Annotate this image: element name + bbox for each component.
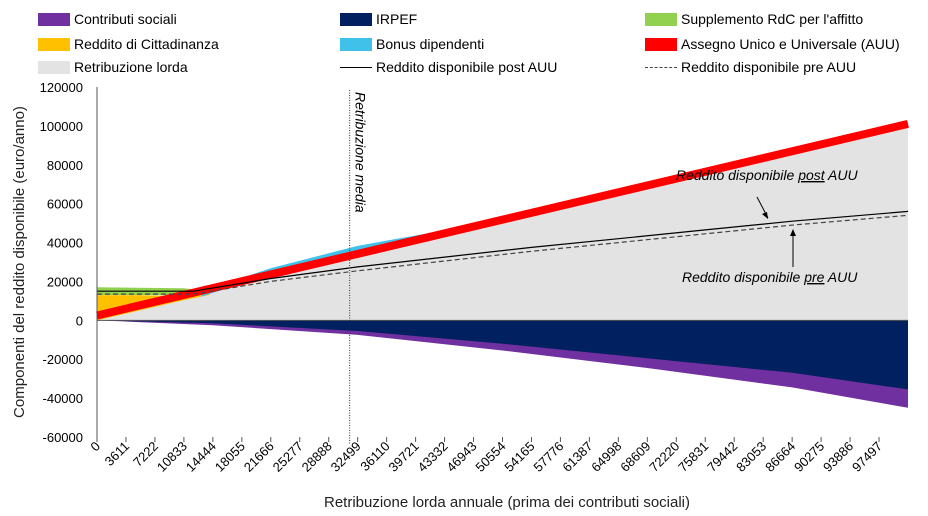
y-tick-label: 40000 <box>47 236 83 251</box>
legend-item-rdc_affitto: Supplemento RdC per l'affitto <box>645 10 863 28</box>
x-tick-label: 97497 <box>849 439 885 475</box>
legend-label-rdc: Reddito di Cittadinanza <box>74 36 219 52</box>
annotation-post-auu-part2: post <box>797 167 826 183</box>
x-tick-label: 72220 <box>646 439 682 475</box>
annotation-retribuzione-media: Retribuzione media <box>353 92 369 213</box>
y-tick-label: 0 <box>76 313 83 328</box>
x-tick-label: 10833 <box>154 439 190 475</box>
x-tick-label: 50554 <box>472 439 508 475</box>
annotation-layer: Retribuzione media Reddito disponibile po… <box>349 90 858 445</box>
legend-item-auu: Assegno Unico e Universale (AUU) <box>645 35 900 53</box>
area-reddito-di-cittadinanza <box>97 293 210 321</box>
legend-item-irpef: IRPEF <box>340 10 417 28</box>
x-tick-label: 39721 <box>386 439 422 475</box>
legend-swatch-irpef <box>340 12 372 26</box>
legend-swatch-rdc <box>38 37 70 51</box>
y-tick-label: 60000 <box>47 197 83 212</box>
area-assegno-unico <box>96 120 909 320</box>
line-reddito-pre-auu <box>97 214 909 295</box>
legend-item-lorda: Retribuzione lorda <box>38 58 188 76</box>
x-tick-label: 93886 <box>820 439 856 475</box>
legend-item-contrib: Contributi sociali <box>38 10 177 28</box>
legend-label-lorda: Retribuzione lorda <box>74 59 188 75</box>
legend-label-post: Reddito disponibile post AUU <box>376 59 558 75</box>
x-tick-label: 3611 <box>102 439 132 469</box>
legend-swatch-contrib <box>38 12 70 26</box>
x-tick-label: 32499 <box>328 439 364 475</box>
legend-swatch-lorda <box>38 60 70 74</box>
annotation-pre-auu: Reddito disponibile pre AUU <box>682 269 858 285</box>
legend-item-post: Reddito disponibile post AUU <box>340 58 557 76</box>
annotation-pre-auu-part1: Reddito disponibile <box>682 269 804 285</box>
y-tick-label: -20000 <box>43 352 83 367</box>
y-tick-label: 100000 <box>40 119 83 134</box>
legend-label-contrib: Contributi sociali <box>74 11 177 27</box>
area-irpef <box>97 320 908 390</box>
x-tick-label: 0 <box>87 439 103 455</box>
x-tick-label: 25277 <box>270 439 306 475</box>
x-tick-label: 54165 <box>501 439 537 475</box>
y-axis-title: Componenti del reddito disponibile (euro… <box>11 106 28 418</box>
x-tick-label: 79442 <box>704 439 740 475</box>
arrow-pre-head <box>790 229 796 236</box>
x-tick-label: 64998 <box>588 439 624 475</box>
y-tick-label: -60000 <box>43 430 83 445</box>
legend-item-pre: Reddito disponibile pre AUU <box>645 58 856 76</box>
legend-label-irpef: IRPEF <box>376 11 418 27</box>
legend-label-rdc_affitto: Supplemento RdC per l'affitto <box>681 11 864 27</box>
x-tick-label: 14444 <box>183 439 219 475</box>
arrow-post-head <box>762 212 768 219</box>
x-tick-label: 86664 <box>762 439 798 475</box>
legend-label-auu: Assegno Unico e Universale (AUU) <box>681 36 900 52</box>
legend-item-bonus: Bonus dipendenti <box>340 35 484 53</box>
annotation-post-auu-part3: AUU <box>825 167 859 183</box>
y-tick-label: 120000 <box>40 80 83 95</box>
x-tick-label: 21666 <box>241 439 277 475</box>
annotation-pre-auu-part3: AUU <box>824 269 858 285</box>
x-tick-label: 43332 <box>415 439 451 475</box>
legend-swatch-auu <box>645 37 677 51</box>
x-axis-title: Retribuzione lorda annuale (prima dei co… <box>324 494 690 511</box>
legend-item-rdc: Reddito di Cittadinanza <box>38 35 219 53</box>
area-layer <box>96 120 909 408</box>
x-tick-label: 61387 <box>559 439 595 475</box>
line-reddito-post-auu <box>97 210 909 292</box>
legend-swatch-bonus <box>340 37 372 51</box>
legend-label-bonus: Bonus dipendenti <box>376 36 485 52</box>
legend-swatch-pre <box>645 66 677 68</box>
x-tick-label: 68609 <box>617 439 653 475</box>
x-tick-label: 46943 <box>443 439 479 475</box>
x-tick-label: 57776 <box>530 439 566 475</box>
y-tick-label: -40000 <box>43 391 83 406</box>
legend-label-pre: Reddito disponibile pre AUU <box>681 59 857 75</box>
y-tick-label: 20000 <box>47 274 83 289</box>
legend-swatch-post <box>340 66 372 68</box>
x-tick-label: 90275 <box>791 439 827 475</box>
x-tick-label: 36110 <box>357 439 392 474</box>
y-tick-label: 80000 <box>47 158 83 173</box>
x-tick-label: 83053 <box>733 439 769 475</box>
x-tick-label: 18055 <box>212 439 248 475</box>
annotation-post-auu: Reddito disponibile post AUU <box>676 167 858 183</box>
annotation-pre-auu-part2: pre <box>803 269 824 285</box>
x-tick-label: 75831 <box>675 439 711 475</box>
annotation-post-auu-part1: Reddito disponibile <box>676 167 798 183</box>
x-tick-label: 28888 <box>299 439 335 475</box>
line-layer <box>97 210 909 295</box>
legend-swatch-rdc_affitto <box>645 12 677 26</box>
